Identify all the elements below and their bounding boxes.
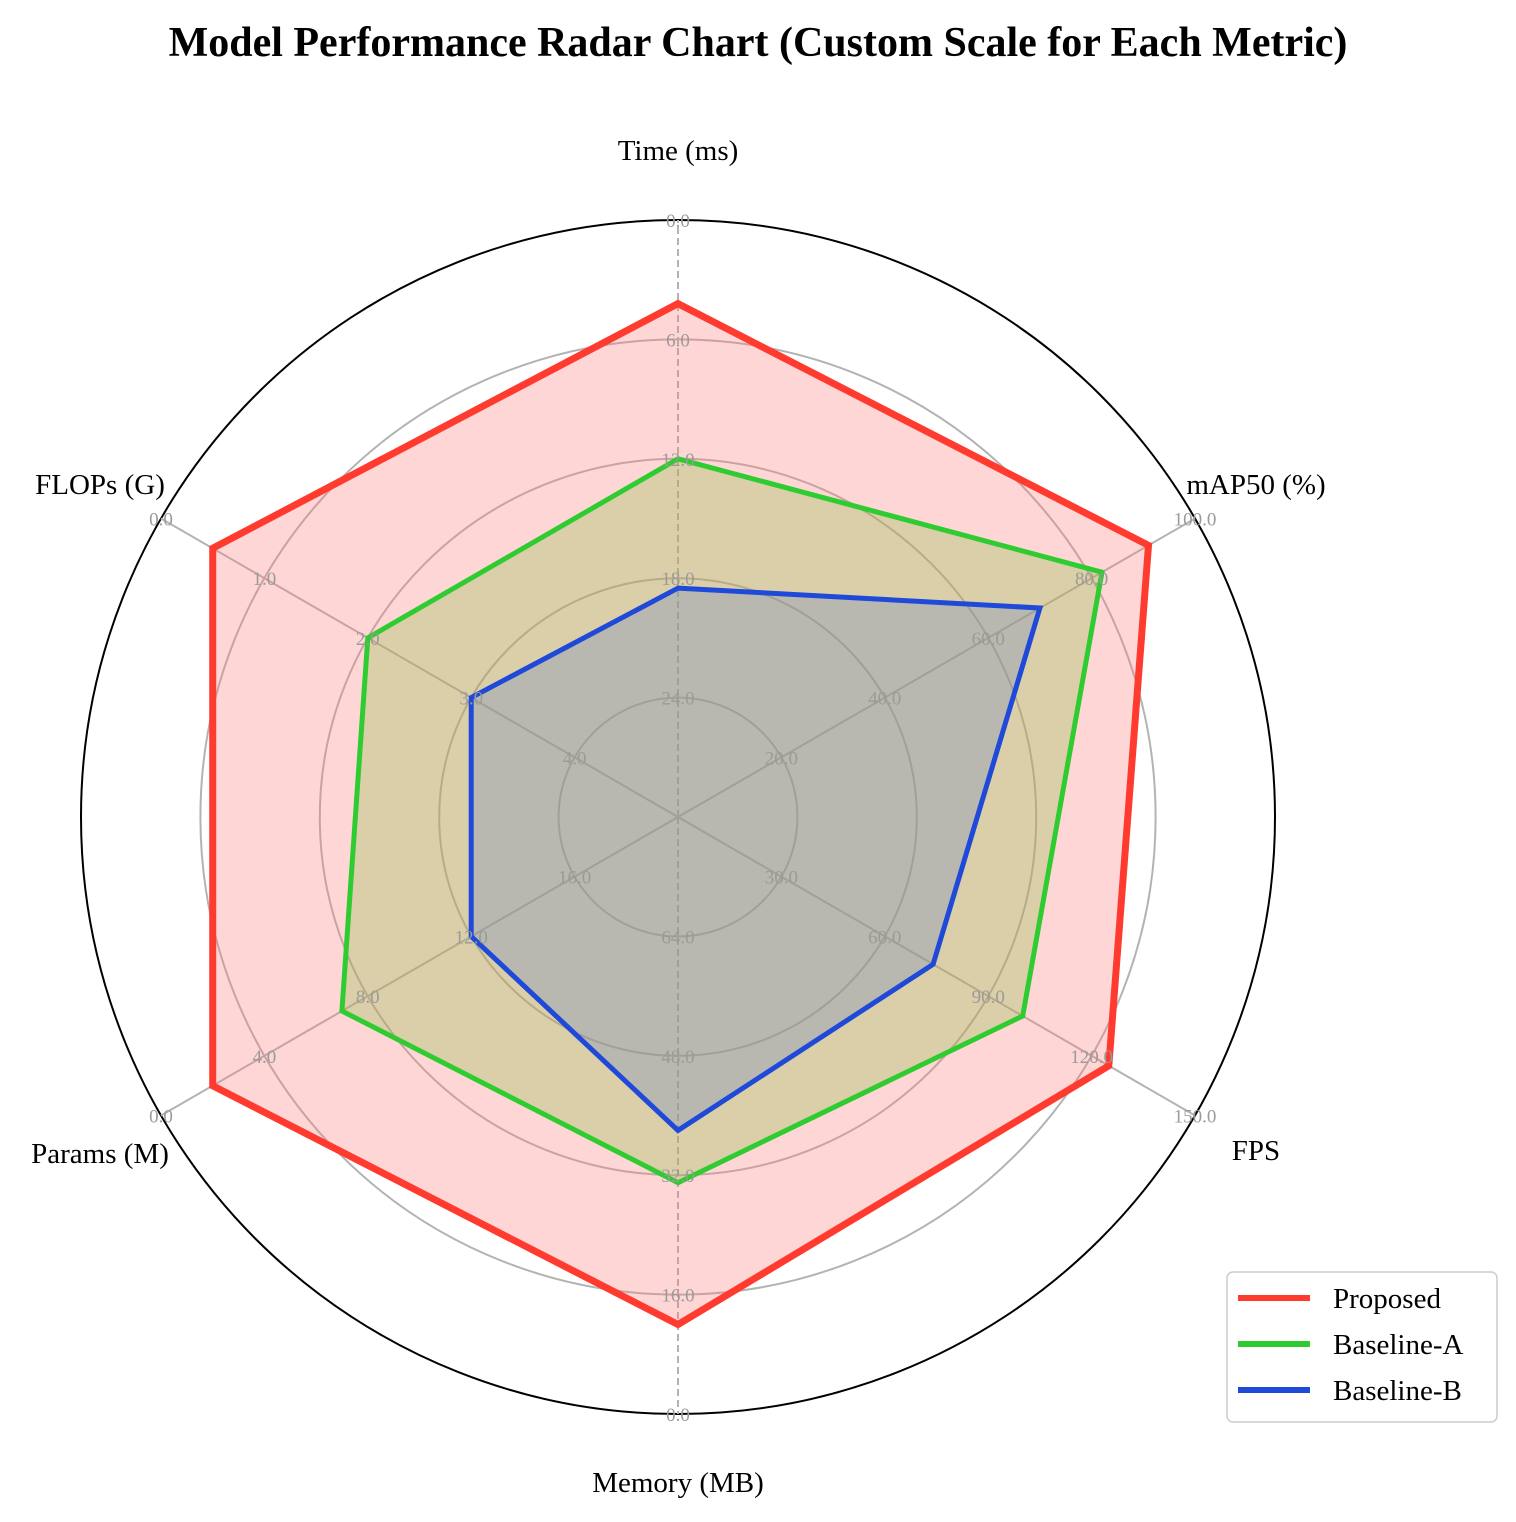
tick-label: 1.0 (253, 569, 277, 590)
tick-label: 100.0 (1174, 510, 1217, 531)
chart-title: Model Performance Radar Chart (Custom Sc… (169, 20, 1348, 66)
tick-label: 8.0 (356, 987, 380, 1008)
legend-entry: Baseline-B (1333, 1375, 1462, 1407)
tick-label: 3.0 (459, 689, 483, 710)
tick-label: 40.0 (868, 689, 901, 710)
tick-label: 4.0 (253, 1047, 277, 1068)
series-area-baseline-a (341, 458, 1102, 1183)
axis-label: Params (M) (31, 1138, 169, 1170)
tick-label: 16.0 (558, 868, 591, 889)
tick-label: 12.0 (455, 927, 488, 948)
tick-label: 4.0 (563, 748, 587, 769)
spoke-line (677, 517, 1196, 818)
series-line-proposed (209, 299, 1153, 1329)
legend: Proposed Baseline-A Baseline-B (1226, 1271, 1498, 1423)
legend-box (1226, 1271, 1498, 1423)
series-area-baseline-b (471, 588, 1040, 1131)
spoke-line (160, 517, 679, 818)
tick-label: 18.0 (661, 569, 694, 590)
tick-label: 6.0 (666, 330, 690, 351)
legend-entry: Baseline-A (1333, 1329, 1464, 1361)
tick-label: 20.0 (765, 748, 798, 769)
tick-label: 24.0 (661, 689, 694, 710)
tick-label: 16.0 (661, 1286, 694, 1307)
tick-label: 12.0 (661, 450, 694, 471)
grid-circle (557, 696, 799, 938)
tick-label: 0.0 (149, 1107, 173, 1128)
tick-label: 48.0 (661, 1047, 694, 1068)
axis-label: FLOPs (G) (35, 469, 165, 501)
series-line-baseline-a (339, 456, 1105, 1186)
tick-label: 80.0 (1075, 569, 1108, 590)
tick-label: 30.0 (765, 868, 798, 889)
tick-label: 2.0 (356, 629, 380, 650)
tick-label: 0.0 (666, 211, 690, 232)
axis-label: Time (ms) (618, 135, 739, 167)
tick-label: 0.0 (666, 1405, 690, 1426)
legend-entry: Proposed (1333, 1283, 1441, 1315)
series-line-baseline-b (468, 585, 1044, 1134)
axis-label: FPS (1232, 1135, 1280, 1167)
tick-label: 32.0 (661, 1166, 694, 1187)
tick-label: 120.0 (1070, 1047, 1113, 1068)
axis-label: mAP50 (%) (1186, 469, 1325, 501)
tick-label: 60.0 (972, 629, 1005, 650)
spoke-line (160, 816, 679, 1117)
grid-circle (438, 577, 918, 1057)
tick-label: 60.0 (868, 927, 901, 948)
axis-label: Memory (MB) (592, 1467, 764, 1499)
tick-label: 64.0 (661, 927, 694, 948)
tick-label: 90.0 (972, 987, 1005, 1008)
tick-label: 150.0 (1174, 1107, 1217, 1128)
tick-label: 0.0 (149, 510, 173, 531)
